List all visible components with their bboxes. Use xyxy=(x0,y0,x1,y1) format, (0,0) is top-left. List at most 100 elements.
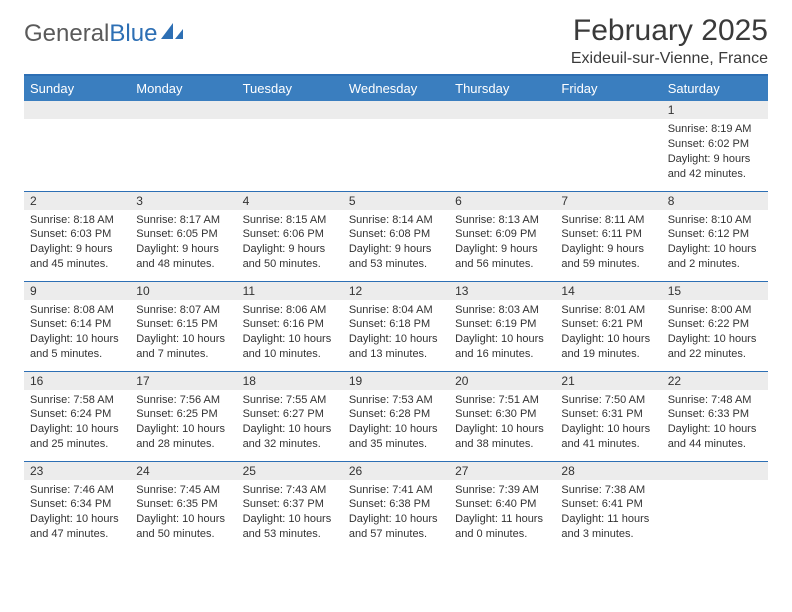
day-number: 3 xyxy=(130,192,236,210)
calendar-cell xyxy=(343,101,449,191)
day-details: Sunrise: 8:06 AMSunset: 6:16 PMDaylight:… xyxy=(237,300,343,368)
header: GeneralBlue February 2025 Exideuil-sur-V… xyxy=(24,14,768,68)
day-number: 1 xyxy=(662,101,768,119)
day-details: Sunrise: 8:03 AM Sunset: 6:19 PM Daylight:… xyxy=(449,300,555,368)
day-detail-line: Sunrise: 7:48 AM xyxy=(668,394,752,406)
day-detail-line: Sunset: 6:24 PM xyxy=(30,408,111,420)
calendar-cell: 22Sunrise: 7:48 AMSunset: 6:33 PMDayligh… xyxy=(662,371,768,461)
day-detail-line: Daylight: 10 hours and 22 minutes. xyxy=(668,333,757,360)
day-details: Sunrise: 8:14 AMSunset: 6:08 PMDaylight:… xyxy=(343,210,449,278)
day-detail-line: Sunrise: 8:13 AM xyxy=(455,214,539,226)
day-detail-line: Sunrise: 8:19 AM xyxy=(668,123,752,135)
day-detail-line: Sunset: 6:12 PM xyxy=(668,228,749,240)
day-number-empty xyxy=(130,101,236,119)
day-detail-line: Sunrise: 8:07 AM xyxy=(136,304,220,316)
day-header: Monday xyxy=(130,75,236,101)
day-details: Sunrise: 8:08 AMSunset: 6:14 PMDaylight:… xyxy=(24,300,130,368)
day-detail-line: Daylight: 10 hours and 2 minutes. xyxy=(668,243,757,270)
day-detail-line: Sunset: 6:28 PM xyxy=(349,408,430,420)
day-detail-line: Daylight: 10 hours and 19 minutes. xyxy=(561,333,650,360)
day-details: Sunrise: 7:38 AMSunset: 6:41 PMDaylight:… xyxy=(555,480,661,548)
calendar-cell: 3Sunrise: 8:17 AMSunset: 6:05 PMDaylight… xyxy=(130,191,236,281)
day-detail-line: Sunset: 6:30 PM xyxy=(455,408,536,420)
day-number: 20 xyxy=(449,372,555,390)
calendar-cell: 21Sunrise: 7:50 AMSunset: 6:31 PMDayligh… xyxy=(555,371,661,461)
day-detail-line: Daylight: 10 hours and 5 minutes. xyxy=(30,333,119,360)
day-detail-line: Sunset: 6:22 PM xyxy=(668,318,749,330)
day-detail-line: Daylight: 9 hours and 53 minutes. xyxy=(349,243,432,270)
day-detail-line: Sunset: 6:08 PM xyxy=(349,228,430,240)
day-number: 10 xyxy=(130,282,236,300)
calendar-cell: 5Sunrise: 8:14 AMSunset: 6:08 PMDaylight… xyxy=(343,191,449,281)
day-detail-line: Sunset: 6:19 PM xyxy=(455,318,536,330)
day-header: Sunday xyxy=(24,75,130,101)
day-detail-line: Sunset: 6:27 PM xyxy=(243,408,324,420)
calendar-week-row: 2Sunrise: 8:18 AMSunset: 6:03 PMDaylight… xyxy=(24,191,768,281)
day-detail-line: Sunset: 6:38 PM xyxy=(349,498,430,510)
day-details: Sunrise: 8:10 AM Sunset: 6:12 PM Daylight:… xyxy=(662,210,768,278)
calendar-cell: 6Sunrise: 8:13 AMSunset: 6:09 PMDaylight… xyxy=(449,191,555,281)
page-subtitle: Exideuil-sur-Vienne, France xyxy=(571,50,768,68)
day-detail-line: Sunrise: 7:45 AM xyxy=(136,484,220,496)
day-detail-line: Sunrise: 8:00 AM xyxy=(668,304,752,316)
day-detail-line: Daylight: 10 hours and 16 minutes. xyxy=(455,333,544,360)
day-number: 26 xyxy=(343,462,449,480)
day-detail-line: Sunset: 6:02 PM xyxy=(668,138,749,150)
day-detail-line: Daylight: 10 hours and 13 minutes. xyxy=(349,333,438,360)
day-detail-line: Sunrise: 7:41 AM xyxy=(349,484,433,496)
day-number-empty xyxy=(237,101,343,119)
day-number: 27 xyxy=(449,462,555,480)
day-detail-line: Sunrise: 7:46 AM xyxy=(30,484,114,496)
day-details: Sunrise: 7:41 AM Sunset: 6:38 PM Daylight:… xyxy=(343,480,449,548)
day-detail-line: Sunrise: 8:17 AM xyxy=(136,214,220,226)
day-detail-line: Sunset: 6:21 PM xyxy=(561,318,642,330)
calendar-cell: 24Sunrise: 7:45 AMSunset: 6:35 PMDayligh… xyxy=(130,461,236,551)
day-number: 13 xyxy=(449,282,555,300)
calendar-cell xyxy=(555,101,661,191)
day-detail-line: Sunrise: 7:58 AM xyxy=(30,394,114,406)
calendar-cell: 11Sunrise: 8:06 AMSunset: 6:16 PMDayligh… xyxy=(237,281,343,371)
day-detail-line: Sunset: 6:18 PM xyxy=(349,318,430,330)
day-detail-line: Sunset: 6:34 PM xyxy=(30,498,111,510)
day-detail-line: Sunrise: 7:50 AM xyxy=(561,394,645,406)
calendar-cell: 20Sunrise: 7:51 AMSunset: 6:30 PMDayligh… xyxy=(449,371,555,461)
brand-part2: Blue xyxy=(109,20,157,48)
day-detail-line: Sunrise: 8:10 AM xyxy=(668,214,752,226)
calendar-week-row: 23Sunrise: 7:46 AMSunset: 6:34 PMDayligh… xyxy=(24,461,768,551)
day-detail-line: Daylight: 10 hours and 7 minutes. xyxy=(136,333,225,360)
day-details: Sunrise: 7:45 AMSunset: 6:35 PMDaylight:… xyxy=(130,480,236,548)
day-detail-line: Daylight: 10 hours and 57 minutes. xyxy=(349,513,438,540)
day-header: Saturday xyxy=(662,75,768,101)
day-details: Sunrise: 8:04 AMSunset: 6:18 PMDaylight:… xyxy=(343,300,449,368)
day-detail-line: Sunset: 6:03 PM xyxy=(30,228,111,240)
page-title: February 2025 xyxy=(571,14,768,48)
day-detail-line: Sunset: 6:40 PM xyxy=(455,498,536,510)
day-detail-line: Sunrise: 8:08 AM xyxy=(30,304,114,316)
day-number: 14 xyxy=(555,282,661,300)
day-number: 19 xyxy=(343,372,449,390)
calendar-week-row: 1Sunrise: 8:19 AMSunset: 6:02 PMDaylight… xyxy=(24,101,768,191)
title-block: February 2025 Exideuil-sur-Vienne, Franc… xyxy=(571,14,768,68)
day-detail-line: Sunset: 6:41 PM xyxy=(561,498,642,510)
calendar-cell: 23Sunrise: 7:46 AMSunset: 6:34 PMDayligh… xyxy=(24,461,130,551)
day-number: 9 xyxy=(24,282,130,300)
sail-icon xyxy=(159,20,185,48)
day-detail-line: Sunset: 6:09 PM xyxy=(455,228,536,240)
day-detail-line: Sunrise: 8:03 AM xyxy=(455,304,539,316)
calendar-cell: 9Sunrise: 8:08 AMSunset: 6:14 PMDaylight… xyxy=(24,281,130,371)
calendar-cell: 27Sunrise: 7:39 AMSunset: 6:40 PMDayligh… xyxy=(449,461,555,551)
day-detail-line: Sunset: 6:16 PM xyxy=(243,318,324,330)
calendar-cell: 14Sunrise: 8:01 AMSunset: 6:21 PMDayligh… xyxy=(555,281,661,371)
calendar-cell: 19Sunrise: 7:53 AMSunset: 6:28 PMDayligh… xyxy=(343,371,449,461)
day-number: 22 xyxy=(662,372,768,390)
day-number: 11 xyxy=(237,282,343,300)
day-detail-line: Daylight: 9 hours and 48 minutes. xyxy=(136,243,219,270)
calendar-cell: 26 Sunrise: 7:41 AM Sunset: 6:38 PM Dayligh… xyxy=(343,461,449,551)
day-details: Sunrise: 7:58 AMSunset: 6:24 PMDaylight:… xyxy=(24,390,130,458)
day-header: Wednesday xyxy=(343,75,449,101)
day-header: Tuesday xyxy=(237,75,343,101)
day-detail-line: Sunset: 6:33 PM xyxy=(668,408,749,420)
day-details: Sunrise: 8:07 AMSunset: 6:15 PMDaylight:… xyxy=(130,300,236,368)
day-detail-line: Daylight: 9 hours and 50 minutes. xyxy=(243,243,326,270)
day-detail-line: Sunrise: 7:53 AM xyxy=(349,394,433,406)
